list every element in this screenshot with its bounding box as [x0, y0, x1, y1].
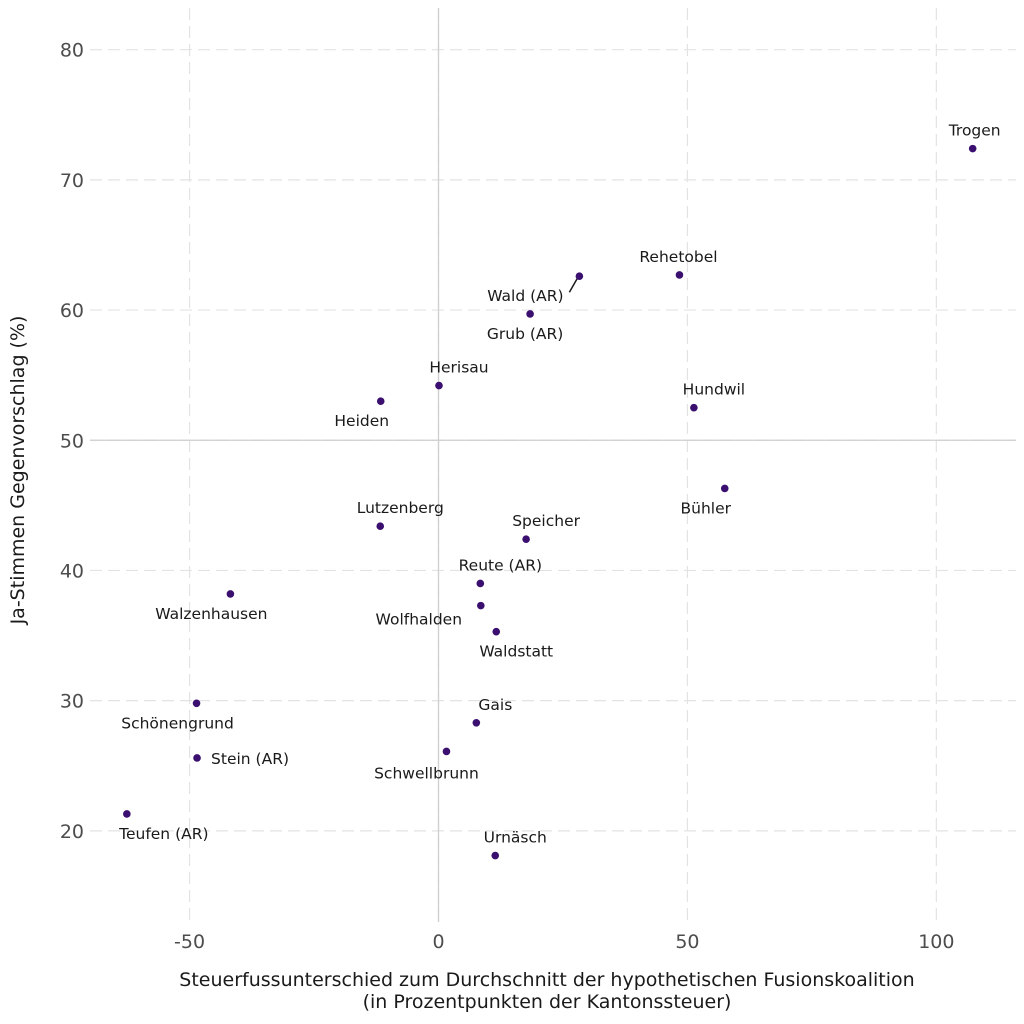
point-label: Teufen (AR)	[118, 825, 208, 843]
data-point	[226, 590, 235, 598]
data-point	[720, 484, 729, 493]
data-point	[526, 310, 534, 318]
y-tick-labels: 20 30 40 50 60 70 80	[60, 40, 84, 843]
data-point	[675, 271, 684, 279]
point-label: Gais	[478, 696, 512, 714]
point-label: Hundwil	[683, 381, 745, 399]
data-point	[522, 535, 530, 544]
data-point	[477, 601, 485, 610]
point-label: Rehetobel	[639, 248, 717, 266]
point-label: Speicher	[512, 512, 580, 530]
data-point	[472, 718, 481, 727]
x-axis-title-line-1: Steuerfussunterschied zum Durchschnitt d…	[179, 969, 914, 991]
data-point	[690, 403, 698, 412]
x-tick-label: 100	[918, 931, 954, 953]
data-point	[492, 627, 501, 636]
data-point	[193, 754, 201, 762]
y-tick-label: 50	[60, 430, 84, 452]
point-labels: Trogen Rehetobel Wald (AR) Grub (AR) Herisau…	[118, 122, 1001, 847]
x-tick-label: -50	[174, 931, 205, 953]
data-point	[575, 272, 584, 281]
y-tick-label: 80	[60, 40, 84, 62]
point-label: Schönengrund	[121, 714, 234, 732]
point-label: Heiden	[334, 412, 389, 430]
point-label: Schwellbrunn	[374, 764, 479, 782]
y-axis-title: Ja-Stimmen Gegenvorschlag (%)	[7, 316, 29, 626]
grid-layer	[90, 8, 1016, 922]
data-point	[442, 747, 451, 756]
data-point	[435, 381, 443, 390]
data-point	[491, 851, 500, 860]
y-tick-label: 20	[60, 821, 84, 843]
x-axis-title-line-2: (in Prozentpunkten der Kantonssteuer)	[363, 991, 732, 1013]
point-label: Trogen	[948, 122, 1001, 140]
point-label: Bühler	[681, 499, 732, 517]
y-tick-label: 60	[60, 300, 84, 322]
point-label: Reute (AR)	[459, 556, 542, 574]
x-tick-label: 0	[432, 931, 444, 953]
point-label: Lutzenberg	[357, 499, 444, 517]
point-label: Wolfhalden	[376, 611, 463, 629]
data-point	[476, 579, 485, 588]
data-point	[968, 144, 977, 153]
point-label: Wald (AR)	[487, 287, 563, 305]
label-connectors	[568, 277, 579, 293]
x-tick-labels: -50 0 50 100	[174, 931, 954, 953]
y-tick-label: 70	[60, 170, 84, 192]
data-point	[376, 522, 385, 530]
x-tick-label: 50	[675, 931, 699, 953]
point-label: Grub (AR)	[487, 325, 563, 343]
y-tick-label: 30	[60, 691, 84, 713]
data-point	[376, 397, 385, 406]
data-points	[123, 144, 977, 860]
point-label: Walzenhausen	[155, 605, 267, 623]
point-label: Urnäsch	[484, 829, 547, 847]
reference-lines	[90, 8, 1016, 922]
point-label: Herisau	[429, 359, 488, 377]
y-tick-label: 40	[60, 560, 84, 582]
point-label: Waldstatt	[479, 643, 553, 661]
data-point	[123, 810, 131, 818]
point-label: Stein (AR)	[211, 750, 289, 768]
data-point	[192, 699, 201, 708]
label-connector	[568, 277, 579, 293]
